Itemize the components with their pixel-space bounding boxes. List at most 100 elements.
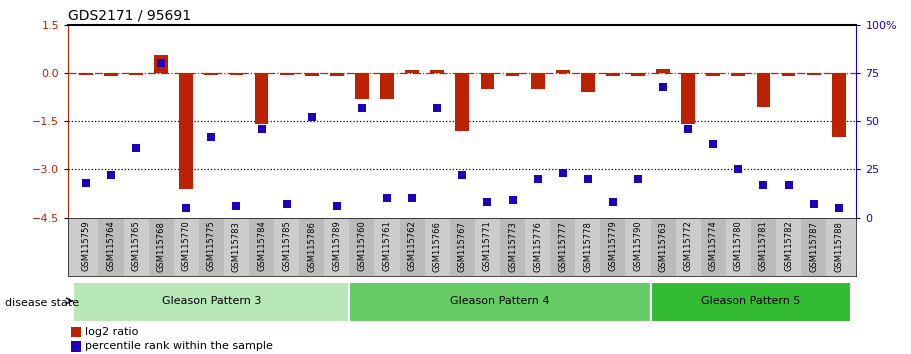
Point bbox=[480, 199, 495, 205]
Bar bbox=[807, 73, 821, 75]
Bar bbox=[480, 73, 495, 89]
Bar bbox=[305, 73, 319, 76]
Bar bbox=[756, 73, 771, 107]
Bar bbox=[676, 218, 701, 276]
Bar bbox=[631, 73, 645, 76]
Bar bbox=[801, 218, 826, 276]
Text: GSM115784: GSM115784 bbox=[257, 221, 266, 272]
Point bbox=[354, 105, 369, 110]
Bar bbox=[124, 218, 148, 276]
Text: GSM115777: GSM115777 bbox=[558, 221, 568, 272]
Point bbox=[78, 180, 93, 186]
Text: disease state: disease state bbox=[5, 298, 78, 308]
Point bbox=[404, 195, 419, 201]
Bar bbox=[199, 218, 224, 276]
Bar bbox=[656, 69, 670, 73]
Text: GSM115764: GSM115764 bbox=[107, 221, 116, 272]
Point bbox=[606, 199, 620, 205]
Point bbox=[580, 176, 595, 182]
Bar bbox=[531, 73, 545, 89]
Text: GSM115780: GSM115780 bbox=[734, 221, 742, 272]
Text: Gleason Pattern 5: Gleason Pattern 5 bbox=[701, 296, 801, 306]
Bar bbox=[701, 218, 726, 276]
Bar bbox=[179, 73, 193, 189]
Bar bbox=[430, 70, 445, 73]
Text: GSM115772: GSM115772 bbox=[683, 221, 692, 272]
Text: GSM115763: GSM115763 bbox=[659, 221, 668, 272]
Point bbox=[179, 205, 193, 211]
Text: GSM115770: GSM115770 bbox=[182, 221, 190, 272]
Point bbox=[530, 176, 545, 182]
Text: GDS2171 / 95691: GDS2171 / 95691 bbox=[68, 8, 191, 22]
Text: GSM115771: GSM115771 bbox=[483, 221, 492, 272]
Text: GSM115761: GSM115761 bbox=[383, 221, 392, 272]
Text: GSM115781: GSM115781 bbox=[759, 221, 768, 272]
Point bbox=[756, 182, 771, 188]
Point bbox=[128, 145, 143, 151]
Bar bbox=[154, 55, 169, 73]
Bar bbox=[556, 70, 569, 73]
Bar bbox=[330, 73, 343, 76]
Bar bbox=[706, 73, 721, 76]
Bar bbox=[324, 218, 350, 276]
Bar bbox=[575, 218, 600, 276]
Bar bbox=[249, 218, 274, 276]
Bar bbox=[104, 73, 118, 76]
Text: GSM115774: GSM115774 bbox=[709, 221, 718, 272]
Bar bbox=[581, 73, 595, 92]
Text: GSM115766: GSM115766 bbox=[433, 221, 442, 272]
Bar bbox=[732, 73, 745, 76]
Bar bbox=[255, 73, 269, 125]
Bar bbox=[230, 73, 243, 75]
Point bbox=[330, 203, 344, 209]
Point bbox=[656, 84, 670, 89]
Bar bbox=[782, 73, 795, 76]
Bar bbox=[425, 218, 450, 276]
Text: GSM115786: GSM115786 bbox=[307, 221, 316, 272]
Point bbox=[154, 61, 169, 66]
Point bbox=[806, 201, 821, 207]
Bar bbox=[726, 218, 751, 276]
Point bbox=[380, 195, 394, 201]
Text: GSM115785: GSM115785 bbox=[282, 221, 292, 272]
Bar bbox=[606, 73, 619, 76]
Bar bbox=[456, 73, 469, 131]
Point bbox=[230, 203, 244, 209]
Bar bbox=[626, 218, 650, 276]
Text: GSM115787: GSM115787 bbox=[809, 221, 818, 272]
Bar bbox=[405, 70, 419, 73]
Bar bbox=[525, 218, 550, 276]
Text: GSM115779: GSM115779 bbox=[609, 221, 618, 272]
Text: GSM115765: GSM115765 bbox=[131, 221, 140, 272]
Bar bbox=[98, 218, 124, 276]
Point bbox=[832, 205, 846, 211]
Text: GSM115768: GSM115768 bbox=[157, 221, 166, 272]
Bar bbox=[74, 218, 98, 276]
Bar bbox=[148, 218, 174, 276]
Point bbox=[706, 142, 721, 147]
Bar bbox=[600, 218, 626, 276]
Point bbox=[304, 115, 319, 120]
Bar bbox=[74, 282, 350, 322]
Text: GSM115789: GSM115789 bbox=[333, 221, 342, 272]
Bar bbox=[380, 73, 394, 99]
Bar bbox=[355, 73, 369, 99]
Bar bbox=[204, 73, 219, 75]
Text: log2 ratio: log2 ratio bbox=[85, 327, 138, 337]
Bar bbox=[280, 73, 293, 75]
Bar bbox=[550, 218, 575, 276]
Text: GSM115778: GSM115778 bbox=[583, 221, 592, 272]
Text: GSM115790: GSM115790 bbox=[633, 221, 642, 271]
Text: percentile rank within the sample: percentile rank within the sample bbox=[85, 342, 272, 352]
Bar bbox=[475, 218, 500, 276]
Bar bbox=[776, 218, 801, 276]
Text: GSM115773: GSM115773 bbox=[508, 221, 517, 272]
Text: Gleason Pattern 4: Gleason Pattern 4 bbox=[450, 296, 549, 306]
Point bbox=[430, 105, 445, 110]
Text: GSM115775: GSM115775 bbox=[207, 221, 216, 272]
Point bbox=[280, 201, 294, 207]
Bar bbox=[506, 73, 519, 76]
Bar bbox=[274, 218, 299, 276]
Text: GSM115788: GSM115788 bbox=[834, 221, 844, 272]
Point bbox=[204, 134, 219, 139]
